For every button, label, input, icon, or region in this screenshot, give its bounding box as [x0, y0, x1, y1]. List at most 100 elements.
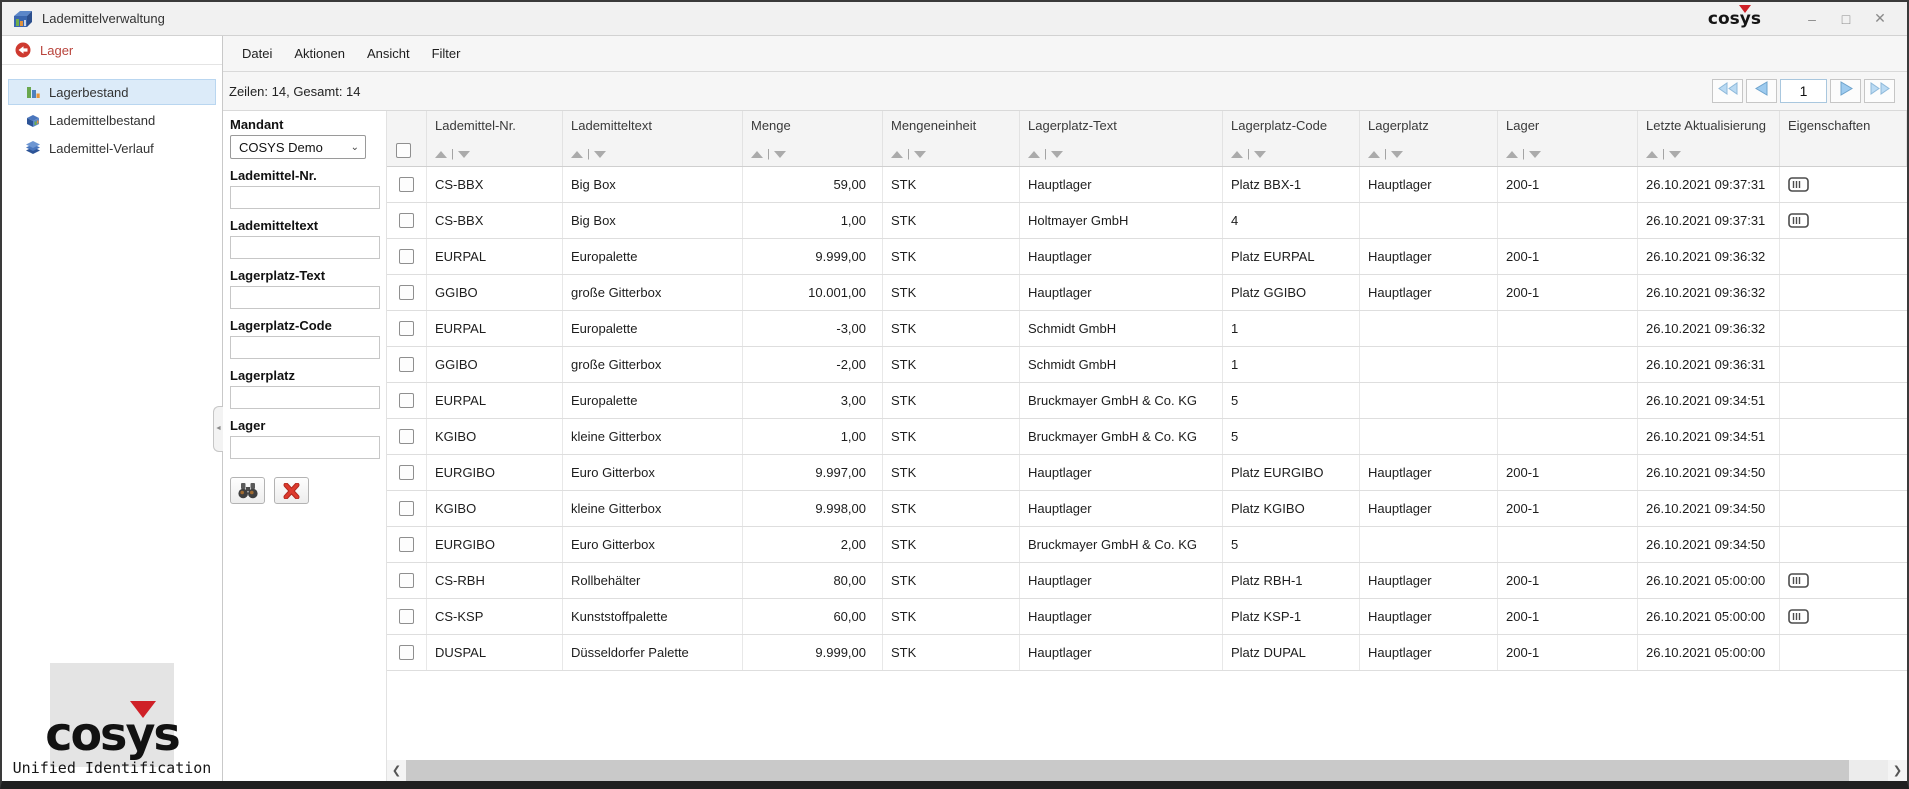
sort-separator: |	[767, 147, 770, 160]
page-input[interactable]	[1780, 79, 1827, 103]
column-header-menge[interactable]: Menge |	[743, 111, 883, 166]
cell-lademitteltext: Euro Gitterbox	[563, 527, 743, 562]
row-checkbox[interactable]	[399, 429, 414, 444]
column-header-lagerplatz-text[interactable]: Lagerplatz-Text |	[1020, 111, 1223, 166]
column-header-letzte-aktualisierung[interactable]: Letzte Aktualisierung |	[1638, 111, 1780, 166]
sort-asc-icon[interactable]	[1368, 150, 1380, 158]
next-page-button[interactable]	[1830, 79, 1861, 103]
cell-mengeneinheit: STK	[883, 527, 1020, 562]
last-page-button[interactable]	[1864, 79, 1895, 103]
first-page-button[interactable]	[1712, 79, 1743, 103]
table-row[interactable]: KGIBO kleine Gitterbox 9.998,00 STK Hauptlag…	[387, 491, 1907, 527]
row-checkbox[interactable]	[399, 573, 414, 588]
scrollbar-thumb[interactable]	[406, 760, 1850, 781]
sort-asc-icon[interactable]	[1646, 150, 1658, 158]
table-row[interactable]: CS-KSP Kunststoffpalette 60,00 STK Hauptlage…	[387, 599, 1907, 635]
row-checkbox[interactable]	[399, 501, 414, 516]
sort-desc-icon[interactable]	[1390, 150, 1403, 158]
maximize-button[interactable]: □	[1841, 10, 1851, 27]
sort-asc-icon[interactable]	[571, 150, 583, 158]
cell-eigenschaften	[1780, 419, 1907, 454]
column-header-mengeneinheit[interactable]: Mengeneinheit |	[883, 111, 1020, 166]
sort-asc-icon[interactable]	[1028, 150, 1040, 158]
row-checkbox[interactable]	[399, 537, 414, 552]
card-lines-icon[interactable]	[1788, 609, 1809, 624]
row-checkbox[interactable]	[399, 357, 414, 372]
card-lines-icon[interactable]	[1788, 177, 1809, 192]
menu-item-ansicht[interactable]: Ansicht	[366, 46, 410, 61]
row-checkbox[interactable]	[399, 645, 414, 660]
table-row[interactable]: CS-BBX Big Box 59,00 STK Hauptlager Platz BBX…	[387, 167, 1907, 203]
sidebar-header-lager[interactable]: Lager	[2, 36, 222, 65]
column-header-lademitteltext[interactable]: Lademitteltext |	[563, 111, 743, 166]
horizontal-scrollbar[interactable]: ❮ ❯	[387, 760, 1907, 781]
table-row[interactable]: EURGIBO Euro Gitterbox 2,00 STK Bruckmayer G…	[387, 527, 1907, 563]
sort-desc-icon[interactable]	[457, 150, 470, 158]
column-header-lademittel-nr[interactable]: Lademittel-Nr. |	[427, 111, 563, 166]
sort-asc-icon[interactable]	[1231, 150, 1243, 158]
cell-lager: 200-1	[1498, 599, 1638, 634]
menu-item-aktionen[interactable]: Aktionen	[294, 46, 345, 61]
search-button[interactable]	[230, 477, 265, 504]
sort-desc-icon[interactable]	[1528, 150, 1541, 158]
column-header-lagerplatz[interactable]: Lagerplatz |	[1360, 111, 1498, 166]
table-row[interactable]: GGIBO große Gitterbox 10.001,00 STK Hauptlag…	[387, 275, 1907, 311]
chevron-down-icon: ⌄	[350, 141, 359, 153]
row-checkbox[interactable]	[399, 465, 414, 480]
cell-lager	[1498, 527, 1638, 562]
sort-asc-icon[interactable]	[751, 150, 763, 158]
menu-item-datei[interactable]: Datei	[242, 46, 273, 61]
table-row[interactable]: EURGIBO Euro Gitterbox 9.997,00 STK Hauptlag…	[387, 455, 1907, 491]
scrollbar-track[interactable]	[406, 760, 1888, 781]
table-row[interactable]: CS-RBH Rollbehälter 80,00 STK Hauptlager Plat…	[387, 563, 1907, 599]
table-row[interactable]: CS-BBX Big Box 1,00 STK Holtmayer GmbH 4 26.10…	[387, 203, 1907, 239]
row-checkbox[interactable]	[399, 249, 414, 264]
row-checkbox[interactable]	[399, 177, 414, 192]
filter-input-lademitteltext[interactable]	[230, 236, 380, 259]
close-button[interactable]: ✕	[1874, 10, 1886, 26]
filter-input-lagerplatz-text[interactable]	[230, 286, 380, 309]
select-all-checkbox[interactable]	[396, 143, 411, 158]
sidebar-item-lademittel-verlauf[interactable]: Lademittel-Verlauf	[8, 135, 216, 161]
mandant-select[interactable]: COSYS Demo ⌄	[230, 135, 366, 159]
table-row[interactable]: EURPAL Europalette 3,00 STK Bruckmayer GmbH …	[387, 383, 1907, 419]
column-header-lager[interactable]: Lager |	[1498, 111, 1638, 166]
table-row[interactable]: DUSPAL Düsseldorfer Palette 9.999,00 STK Hau…	[387, 635, 1907, 671]
table-row[interactable]: EURPAL Europalette 9.999,00 STK Hauptlager Pl…	[387, 239, 1907, 275]
card-lines-icon[interactable]	[1788, 573, 1809, 588]
filter-collapse-handle[interactable]: ◄	[213, 405, 223, 452]
filter-input-lagerplatz[interactable]	[230, 386, 380, 409]
row-checkbox[interactable]	[399, 393, 414, 408]
sort-asc-icon[interactable]	[1506, 150, 1518, 158]
row-checkbox[interactable]	[399, 285, 414, 300]
sidebar-item-lagerbestand[interactable]: Lagerbestand	[8, 79, 216, 105]
scroll-left-button[interactable]: ❮	[387, 760, 406, 781]
sort-desc-icon[interactable]	[1668, 150, 1681, 158]
cell-checkbox	[387, 599, 427, 634]
sidebar-item-lademittelbestand[interactable]: Lademittelbestand	[8, 107, 216, 133]
table-row[interactable]: EURPAL Europalette -3,00 STK Schmidt GmbH 1 26…	[387, 311, 1907, 347]
card-lines-icon[interactable]	[1788, 213, 1809, 228]
table-row[interactable]: KGIBO kleine Gitterbox 1,00 STK Bruckmayer G…	[387, 419, 1907, 455]
row-checkbox[interactable]	[399, 321, 414, 336]
prev-page-button[interactable]	[1746, 79, 1777, 103]
row-checkbox[interactable]	[399, 213, 414, 228]
cell-lagerplatz-text: Hauptlager	[1020, 455, 1223, 490]
scroll-right-button[interactable]: ❯	[1888, 760, 1907, 781]
sort-asc-icon[interactable]	[435, 150, 447, 158]
sort-desc-icon[interactable]	[593, 150, 606, 158]
clear-button[interactable]	[274, 477, 309, 504]
column-header-lagerplatz-code[interactable]: Lagerplatz-Code |	[1223, 111, 1360, 166]
sort-desc-icon[interactable]	[1253, 150, 1266, 158]
row-checkbox[interactable]	[399, 609, 414, 624]
sort-desc-icon[interactable]	[773, 150, 786, 158]
filter-input-lagerplatz-code[interactable]	[230, 336, 380, 359]
sort-desc-icon[interactable]	[1050, 150, 1063, 158]
filter-input-lager[interactable]	[230, 436, 380, 459]
table-row[interactable]: GGIBO große Gitterbox -2,00 STK Schmidt GmbH…	[387, 347, 1907, 383]
sort-desc-icon[interactable]	[913, 150, 926, 158]
menu-item-filter[interactable]: Filter	[431, 46, 461, 61]
minimize-button[interactable]: –	[1808, 10, 1816, 27]
filter-input-lademittel-nr[interactable]	[230, 186, 380, 209]
sort-asc-icon[interactable]	[891, 150, 903, 158]
